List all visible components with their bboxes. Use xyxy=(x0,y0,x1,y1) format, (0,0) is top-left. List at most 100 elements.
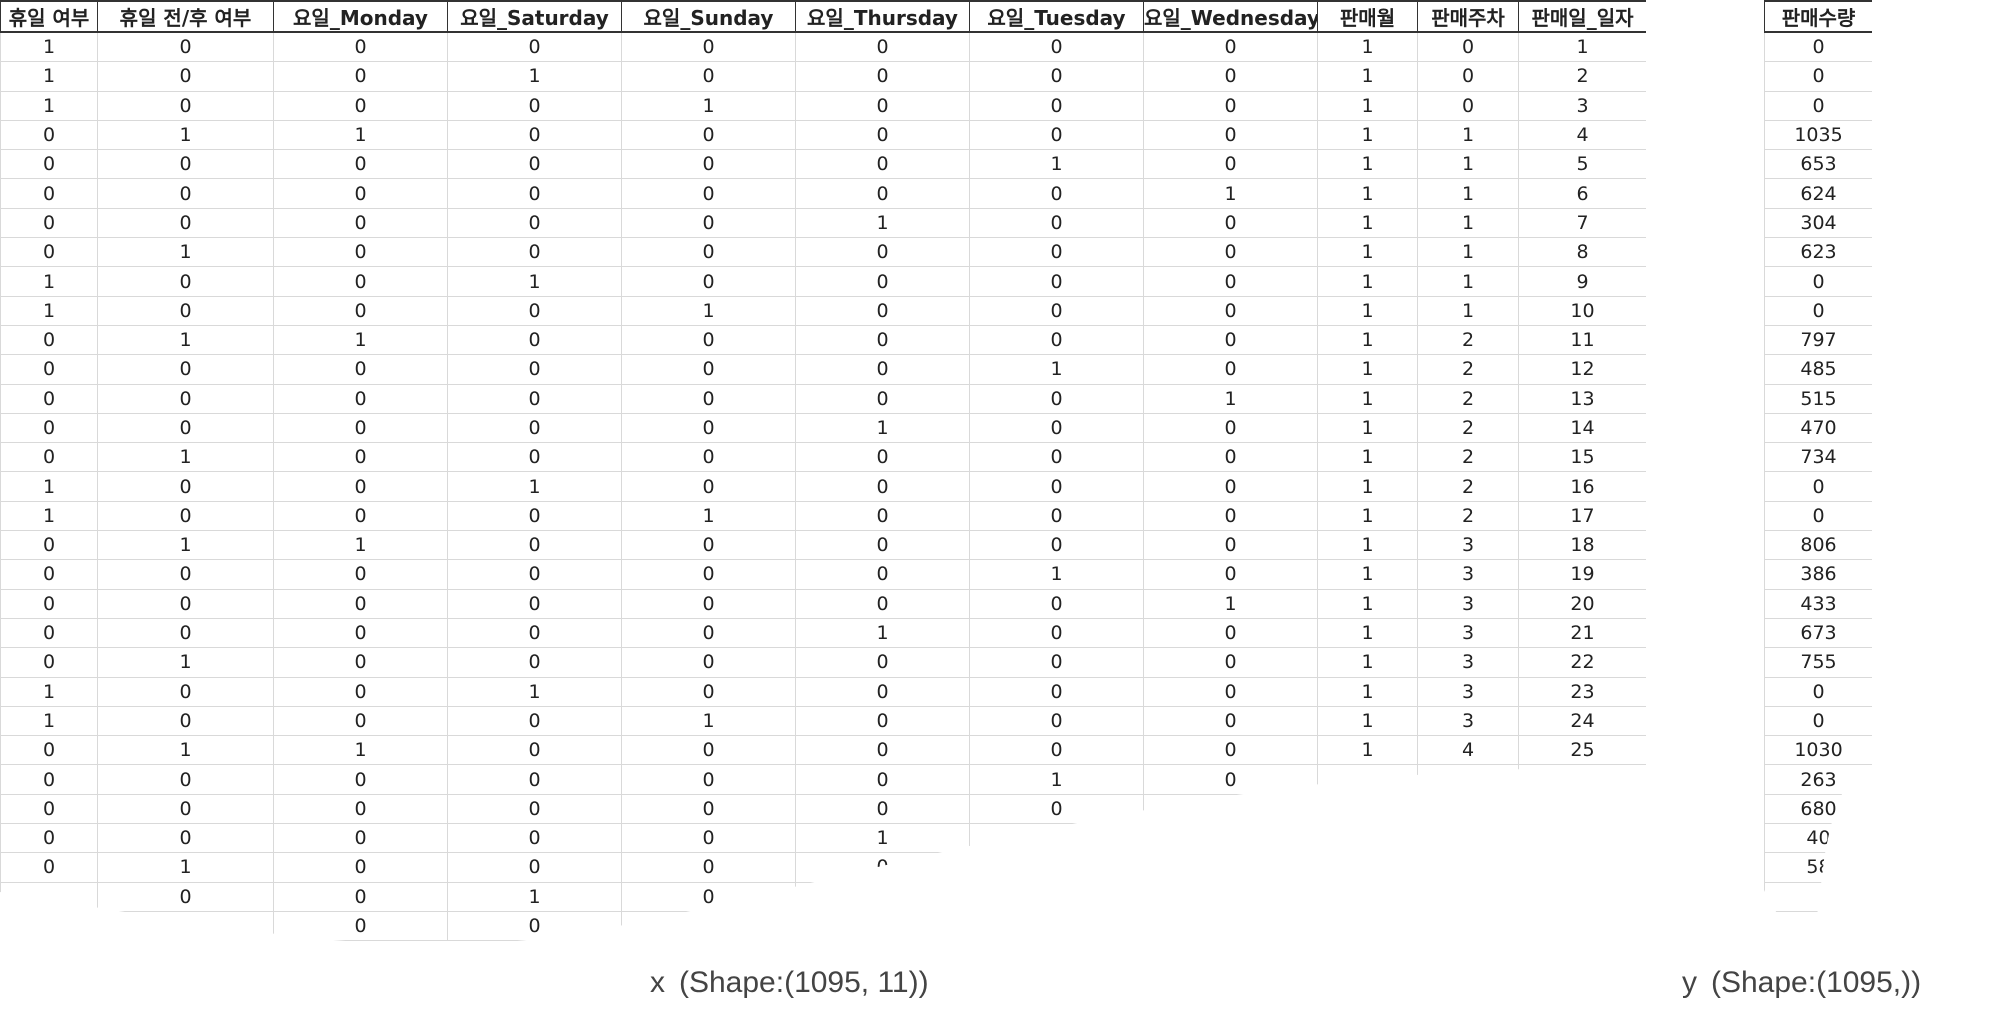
table-row: 470 xyxy=(1765,413,1873,442)
table-cell: 0 xyxy=(98,32,274,62)
table-cell: 0 xyxy=(622,120,796,149)
table-cell: 0 xyxy=(1144,32,1318,62)
table-cell: 1 xyxy=(1418,179,1519,208)
table-cell: 734 xyxy=(1765,443,1873,472)
table-cell: 1 xyxy=(970,150,1144,179)
table-cell: 0 xyxy=(1144,472,1318,501)
table-cell xyxy=(1519,765,1647,794)
table-cell: 1 xyxy=(448,882,622,911)
y-shape-caption: y (Shape:(1095,)) xyxy=(1682,966,1921,1000)
table-cell: 0 xyxy=(1,179,98,208)
table-cell xyxy=(1519,882,1647,911)
table-cell: 0 xyxy=(970,296,1144,325)
table-cell: 0 xyxy=(970,648,1144,677)
column-header: 판매일_일자 xyxy=(1519,1,1647,32)
table-row: 515 xyxy=(1765,384,1873,413)
column-header: 요일_Sunday xyxy=(622,1,796,32)
table-cell: 0 xyxy=(448,120,622,149)
table-cell: 0 xyxy=(1765,472,1873,501)
table-cell: 0 xyxy=(970,618,1144,647)
table-cell: 0 xyxy=(448,413,622,442)
table-cell: 0 xyxy=(1,355,98,384)
table-cell: 0 xyxy=(448,443,622,472)
table-cell: 1 xyxy=(1318,443,1418,472)
table-cell: 1 xyxy=(98,736,274,765)
table-cell: 0 xyxy=(970,443,1144,472)
table-cell: 0 xyxy=(448,208,622,237)
table-cell: 0 xyxy=(796,765,970,794)
table-cell: 0 xyxy=(448,238,622,267)
table-cell xyxy=(1519,911,1647,940)
table-row: 0 0 0 0 0 0 0 1 1 3 20 xyxy=(1,589,1647,618)
table-cell: 19 xyxy=(1519,560,1647,589)
table-row: 485 xyxy=(1765,355,1873,384)
table-cell: 1 xyxy=(622,296,796,325)
x-feature-table: 휴일 여부 휴일 전/후 여부 요일_Monday 요일_Saturday 요일_Sun… xyxy=(0,0,1646,941)
table-cell: 0 xyxy=(970,501,1144,530)
table-cell: 0 xyxy=(796,32,970,62)
table-cell: 12 xyxy=(1519,355,1647,384)
table-row xyxy=(1765,882,1873,911)
table-row: 0 1 1 0 0 0 0 0 1 2 11 xyxy=(1,325,1647,354)
table-row: 0 0 0 0 0 0 1 0 1 3 19 xyxy=(1,560,1647,589)
table-cell: 0 xyxy=(98,413,274,442)
table-cell: 1 xyxy=(622,706,796,735)
table-cell: 0 xyxy=(796,648,970,677)
table-cell: 0 xyxy=(970,179,1144,208)
table-cell: 0 xyxy=(622,560,796,589)
table-cell: 1 xyxy=(1318,618,1418,647)
y-target-table-panel: 판매수량 0 0 0 1035 653 624 304 623 0 0 797 485 515 470 73… xyxy=(1764,0,1872,945)
table-cell: 2 xyxy=(1418,384,1519,413)
table-cell: 0 xyxy=(448,325,622,354)
table-cell: 0 xyxy=(796,150,970,179)
table-cell: 0 xyxy=(448,560,622,589)
table-cell: 0 xyxy=(1,150,98,179)
table-row: 263 xyxy=(1765,765,1873,794)
x-shape-caption: x (Shape:(1095, 11)) xyxy=(650,966,929,1000)
table-cell: 0 xyxy=(1,208,98,237)
table-cell xyxy=(1144,911,1318,940)
table-cell: 673 xyxy=(1765,618,1873,647)
table-cell: 0 xyxy=(1144,677,1318,706)
table-cell xyxy=(1519,824,1647,853)
table-cell: 0 xyxy=(1,384,98,413)
table-cell: 0 xyxy=(622,62,796,91)
table-cell: 0 xyxy=(622,267,796,296)
table-row: 0 xyxy=(1765,706,1873,735)
table-cell: 0 xyxy=(796,472,970,501)
table-cell: 0 xyxy=(1765,296,1873,325)
table-cell: 1 xyxy=(1318,384,1418,413)
table-cell: 470 xyxy=(1765,413,1873,442)
table-cell: 0 xyxy=(970,589,1144,618)
table-cell: 0 xyxy=(796,501,970,530)
table-cell: 0 xyxy=(274,911,448,940)
table-cell: 0 xyxy=(274,238,448,267)
x-caption-shape: (Shape:(1095, 11)) xyxy=(679,966,929,999)
table-cell: 0 xyxy=(622,648,796,677)
table-cell: 0 xyxy=(1,325,98,354)
table-cell: 1 xyxy=(1318,531,1418,560)
table-cell: 2 xyxy=(1418,355,1519,384)
table-cell: 0 xyxy=(1144,208,1318,237)
table-cell: 3 xyxy=(1418,531,1519,560)
table-cell: 0 xyxy=(1,413,98,442)
table-cell: 0 xyxy=(622,677,796,706)
table-cell: 0 xyxy=(796,325,970,354)
table-cell: 58 xyxy=(1765,853,1873,882)
table-cell: 0 xyxy=(98,501,274,530)
table-cell: 1 xyxy=(1318,208,1418,237)
column-header: 판매수량 xyxy=(1765,1,1873,32)
table-cell: 0 xyxy=(970,472,1144,501)
table-cell: 0 xyxy=(970,208,1144,237)
table-cell: 0 xyxy=(970,794,1144,823)
table-cell: 0 xyxy=(796,238,970,267)
table-cell: 1 xyxy=(1318,120,1418,149)
table-cell: 0 xyxy=(970,736,1144,765)
table-cell: 1 xyxy=(1519,32,1647,62)
table-cell: 0 xyxy=(1765,501,1873,530)
table-cell: 1 xyxy=(98,853,274,882)
table-cell: 0 xyxy=(274,443,448,472)
